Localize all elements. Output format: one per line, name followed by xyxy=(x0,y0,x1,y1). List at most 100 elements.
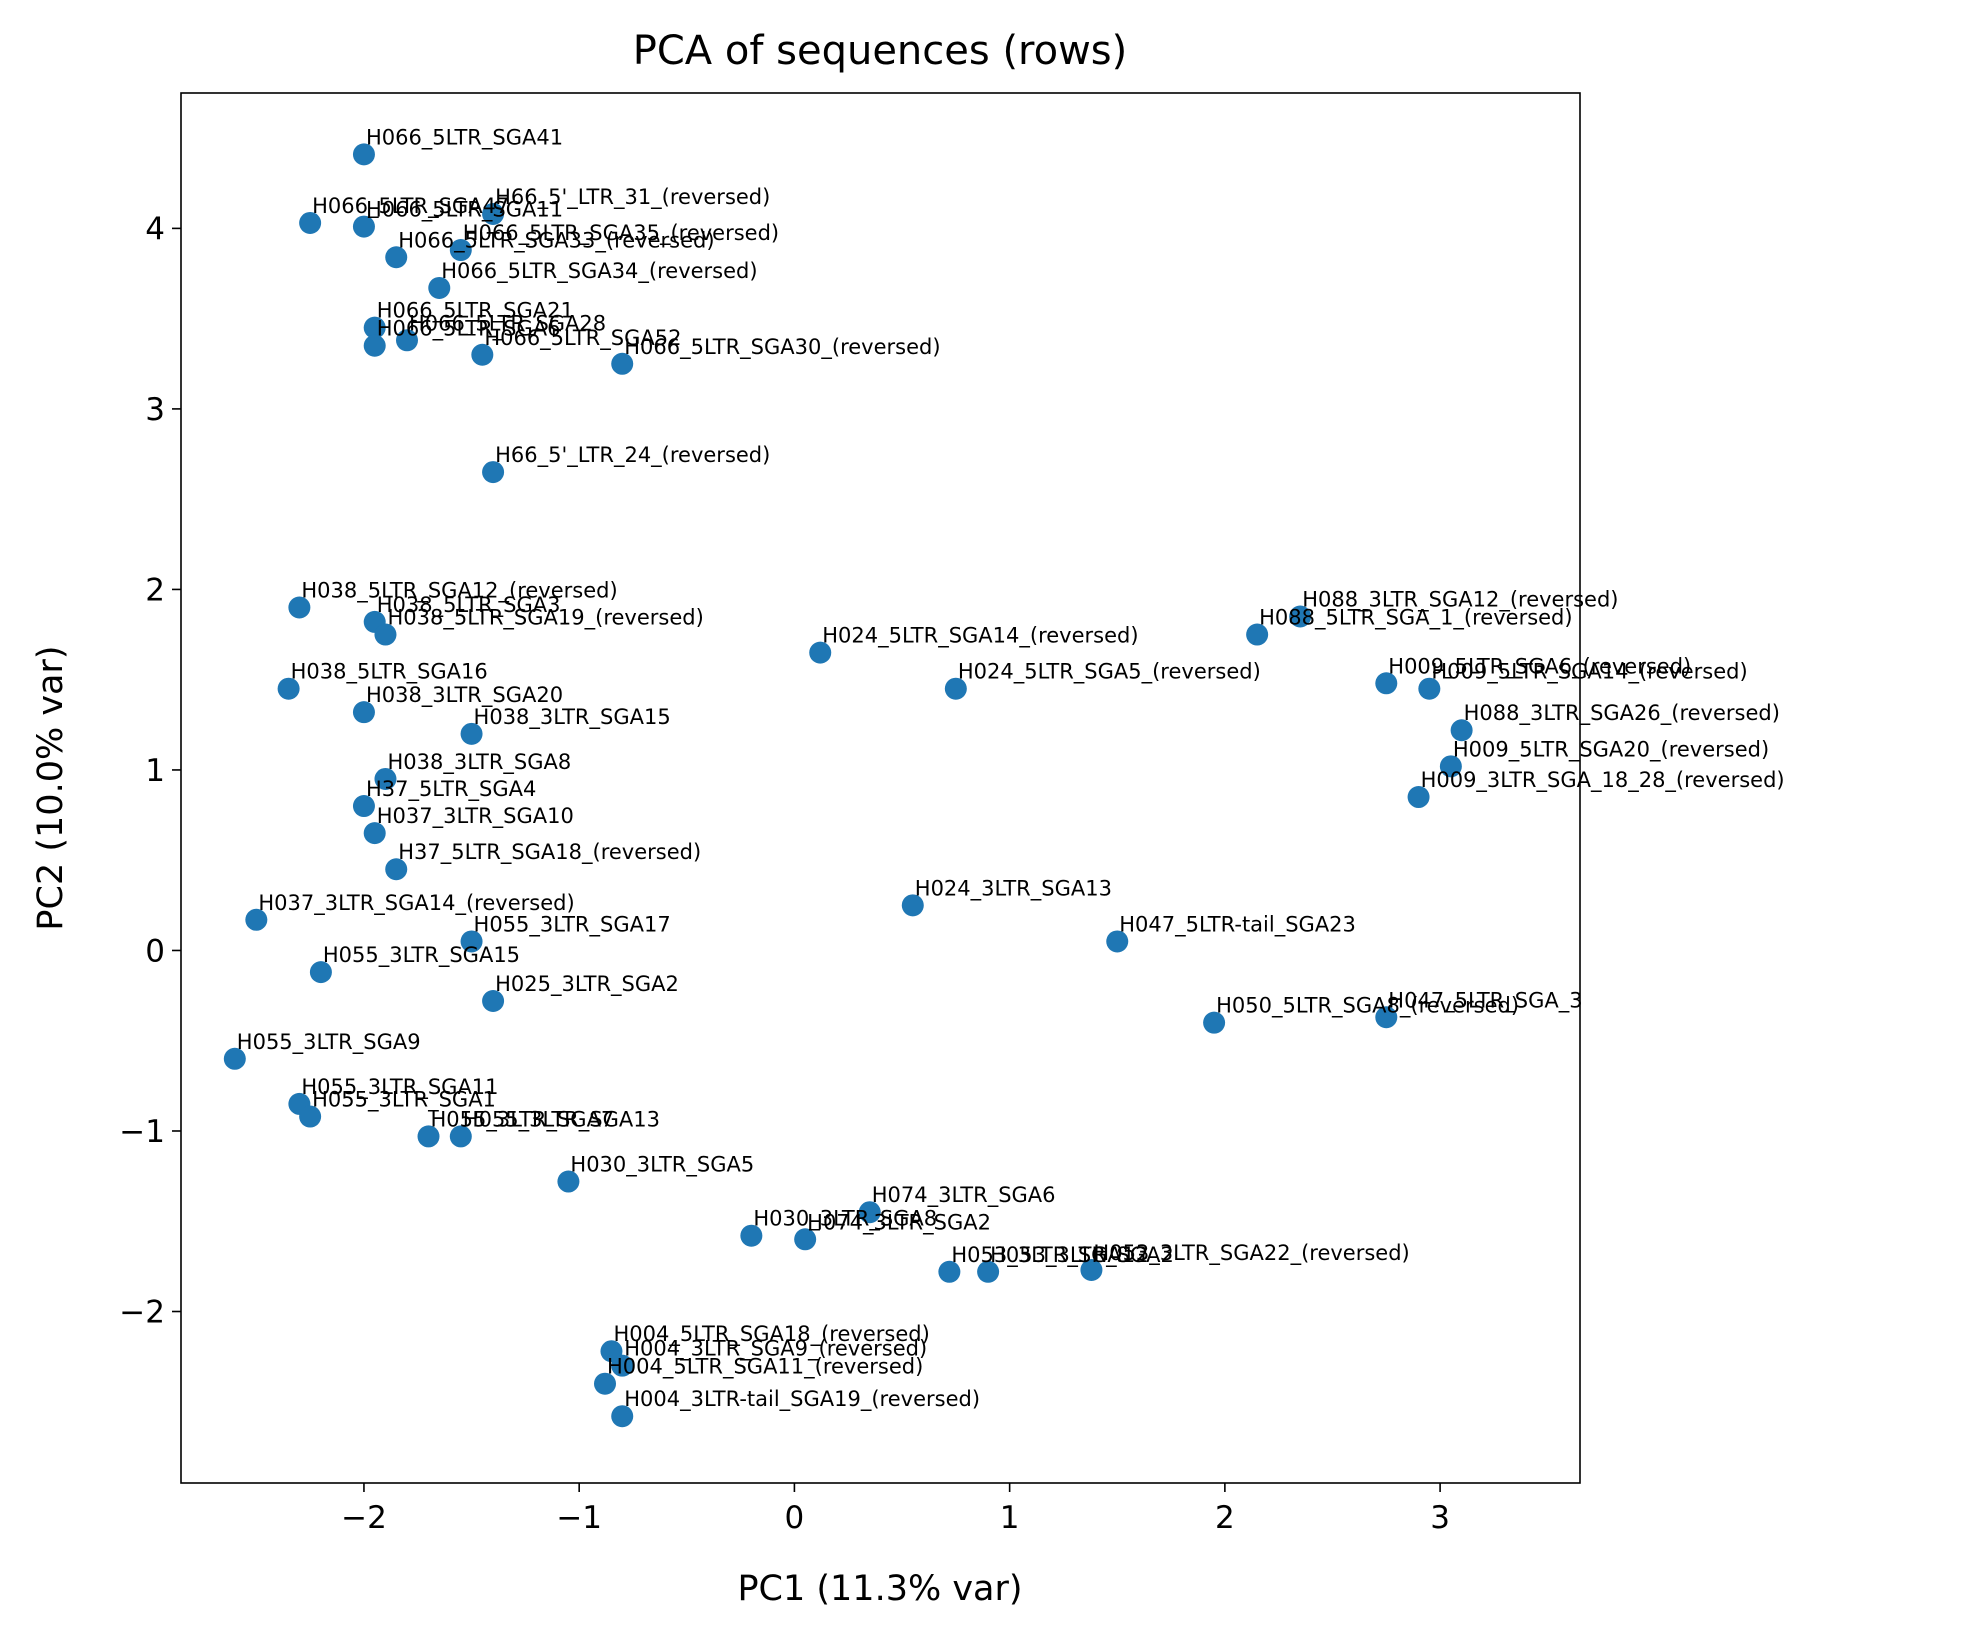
point-label: H066_5LTR_SGA35_(reversed) xyxy=(463,221,779,246)
point-label: H030_3LTR_SGA8 xyxy=(753,1207,937,1232)
point-label: H047_5LTR-tail_SGA23 xyxy=(1119,912,1356,937)
point-label: H004_5LTR_SGA11_(reversed) xyxy=(607,1355,923,1380)
point-label: H055_3LTR_SGA7 xyxy=(431,1107,615,1132)
data-point xyxy=(374,767,397,790)
data-point xyxy=(299,211,322,234)
data-point xyxy=(288,596,311,619)
data-point xyxy=(460,930,483,953)
y-tick-label: 2 xyxy=(145,572,165,608)
point-label: H038_5LTR_SGA12_(reversed) xyxy=(301,578,617,603)
point-label: H053_3LTR_SGA2 xyxy=(990,1243,1174,1268)
point-label: H055_3LTR_SGA9 xyxy=(237,1030,421,1055)
point-label: H066_5LTR_SGA11 xyxy=(366,198,563,223)
point-label: H066_5LTR_SGA34_(reversed) xyxy=(441,259,757,284)
data-point xyxy=(363,334,386,357)
data-point xyxy=(594,1372,617,1395)
y-tick-label: −2 xyxy=(119,1295,165,1331)
point-label: H066_5LTR_SGA28 xyxy=(409,311,606,336)
data-point xyxy=(611,1405,634,1428)
data-point xyxy=(1439,755,1462,778)
data-point xyxy=(1375,672,1398,695)
point-label: H047_5LTR_SGA_3 xyxy=(1388,988,1582,1013)
point-label: H066_5LTR_SGA6 xyxy=(377,317,561,342)
x-tick-label: 3 xyxy=(1430,1500,1450,1536)
y-tick-label: −1 xyxy=(119,1114,165,1150)
point-label: H055_3LTR_SGA1 xyxy=(312,1088,496,1113)
data-point xyxy=(449,239,472,262)
point-label: H37_5LTR_SGA4 xyxy=(366,777,536,802)
point-label: H055_3LTR_SGA17 xyxy=(474,912,671,937)
data-point xyxy=(245,908,268,931)
point-label: H088_3LTR_SGA26_(reversed) xyxy=(1464,701,1780,726)
data-point xyxy=(374,623,397,646)
data-point xyxy=(352,143,375,166)
point-label: H004_3LTR_SGA9_(reversed) xyxy=(624,1337,927,1362)
data-point xyxy=(352,795,375,818)
data-point xyxy=(352,215,375,238)
x-axis-ticks: −2 −1 0 1 2 3 xyxy=(341,1483,1450,1536)
point-label: H009_5LTR_SGA6_(reversed) xyxy=(1388,654,1691,679)
data-point xyxy=(611,1354,634,1377)
point-label: H004_3LTR-tail_SGA19_(reversed) xyxy=(624,1387,980,1412)
point-label: H66_5'_LTR_24_(reversed) xyxy=(495,443,770,468)
data-point xyxy=(557,1170,580,1193)
point-labels-layer: H066_5LTR_SGA41H066_5LTR_SGA47H066_5LTR_… xyxy=(237,125,1785,1412)
point-label: H088_5LTR_SGA_1_(reversed) xyxy=(1259,606,1572,631)
points-layer xyxy=(223,143,1473,1428)
point-label: H038_3LTR_SGA15 xyxy=(474,705,671,730)
point-label: H050_5LTR_SGA8_(reversed) xyxy=(1216,994,1519,1019)
data-point xyxy=(428,276,451,299)
y-axis-label: PC2 (10.0% var) xyxy=(31,645,71,930)
x-tick-label: −1 xyxy=(556,1500,602,1536)
point-label: H024_5LTR_SGA5_(reversed) xyxy=(958,660,1261,685)
point-label: H066_5LTR_SGA21 xyxy=(377,299,574,324)
point-label: H038_3LTR_SGA20 xyxy=(366,683,563,708)
data-point xyxy=(363,822,386,845)
data-point xyxy=(740,1224,763,1247)
point-label: H037_3LTR_SGA14_(reversed) xyxy=(258,891,574,916)
point-label: H055_3LTR_SGA11 xyxy=(301,1075,498,1100)
point-label: H038_5LTR_SGA16 xyxy=(291,660,488,685)
data-point xyxy=(1407,786,1430,809)
data-point xyxy=(460,722,483,745)
data-point xyxy=(1289,605,1312,628)
point-label: H009_3LTR_SGA_18_28_(reversed) xyxy=(1421,768,1785,793)
data-point xyxy=(363,316,386,339)
data-point xyxy=(1418,677,1441,700)
point-label: H038_5LTR_SGA3 xyxy=(377,593,561,618)
data-point xyxy=(395,329,418,352)
data-point xyxy=(299,1105,322,1128)
data-point xyxy=(611,352,634,375)
point-label: H037_3LTR_SGA10 xyxy=(377,804,574,829)
data-point xyxy=(938,1260,961,1283)
point-label: H009_5LTR_SGA14_(reversed) xyxy=(1431,660,1747,685)
point-label: H66_5'_LTR_31_(reversed) xyxy=(495,185,770,210)
point-label: H066_5LTR_SGA47 xyxy=(312,194,509,219)
point-label: H074_3LTR_SGA6 xyxy=(872,1183,1056,1208)
data-point xyxy=(977,1260,1000,1283)
point-label: H024_3LTR_SGA13 xyxy=(915,876,1112,901)
data-point xyxy=(809,641,832,664)
y-tick-label: 0 xyxy=(145,933,165,969)
point-label: H055_3LTR_SGA15 xyxy=(323,943,520,968)
data-point xyxy=(1106,930,1129,953)
data-point xyxy=(1246,623,1269,646)
point-label: H024_5LTR_SGA14_(reversed) xyxy=(822,624,1138,649)
point-label: H066_5LTR_SGA41 xyxy=(366,125,563,150)
point-label: H088_3LTR_SGA12_(reversed) xyxy=(1302,588,1618,613)
data-point xyxy=(309,961,332,984)
x-tick-label: −2 xyxy=(341,1500,387,1536)
point-label: H055_3LTR_SGA13 xyxy=(463,1107,660,1132)
data-point xyxy=(223,1047,246,1070)
point-label: H009_5LTR_SGA20_(reversed) xyxy=(1453,737,1769,762)
data-point xyxy=(385,858,408,881)
point-label: H37_5LTR_SGA18_(reversed) xyxy=(398,840,701,865)
data-point xyxy=(1375,1006,1398,1029)
x-tick-label: 0 xyxy=(785,1500,805,1536)
point-label: H038_5LTR_SGA19_(reversed) xyxy=(387,606,703,631)
data-point xyxy=(352,701,375,724)
point-label: H053_3LTR_SGA22_(reversed) xyxy=(1093,1241,1409,1266)
data-point xyxy=(1080,1258,1103,1281)
plot-frame xyxy=(180,92,1581,1484)
